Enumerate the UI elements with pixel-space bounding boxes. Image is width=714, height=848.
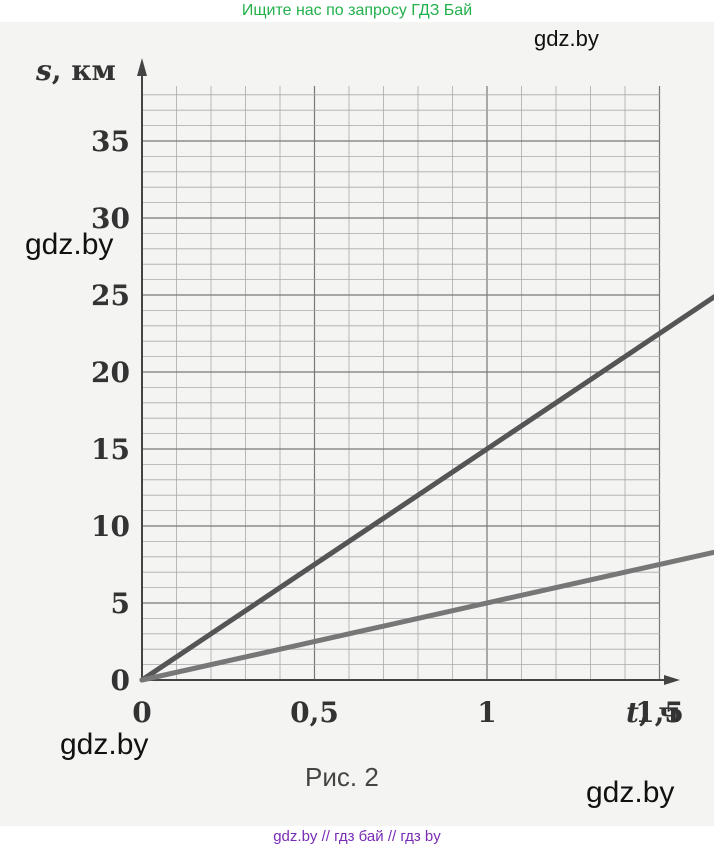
y-tick-label: 5 — [111, 587, 130, 620]
x-axis-arrow — [664, 675, 680, 685]
series-line-I — [139, 294, 714, 683]
y-axis-arrow — [137, 58, 147, 76]
series-lines: III — [139, 294, 714, 683]
x-tick-label: 0,5 — [290, 696, 339, 729]
figure-caption: Рис. 2 — [305, 762, 379, 792]
watermark: gdz.by — [534, 26, 599, 51]
axis-labels: s, км t, ч — [35, 54, 679, 729]
grid — [141, 86, 661, 681]
x-tick-label: 1,5 — [635, 696, 684, 729]
y-tick-label: 30 — [91, 202, 130, 235]
top-banner: Ищите нас по запросу ГДЗ Бай — [0, 0, 714, 22]
x-tick-label: 1 — [477, 696, 496, 729]
y-tick-label: 0 — [111, 664, 130, 697]
y-tick-label: 35 — [91, 125, 130, 158]
y-tick-label: 10 — [91, 510, 130, 543]
bottom-banner: gdz.by // гдз бай // гдз by — [0, 826, 714, 848]
y-tick-label: 20 — [91, 356, 130, 389]
watermark: gdz.by — [586, 776, 675, 809]
x-axis-label: t, ч — [626, 696, 679, 729]
y-tick-label: 15 — [91, 433, 130, 466]
watermark: gdz.by — [60, 728, 149, 761]
y-tick-label: 25 — [91, 279, 130, 312]
watermark: gdz.by — [25, 228, 114, 261]
x-tick-label: 0 — [132, 696, 151, 729]
y-axis-label: s, км — [35, 54, 116, 87]
series-line-II — [139, 549, 714, 683]
axes — [137, 58, 680, 685]
